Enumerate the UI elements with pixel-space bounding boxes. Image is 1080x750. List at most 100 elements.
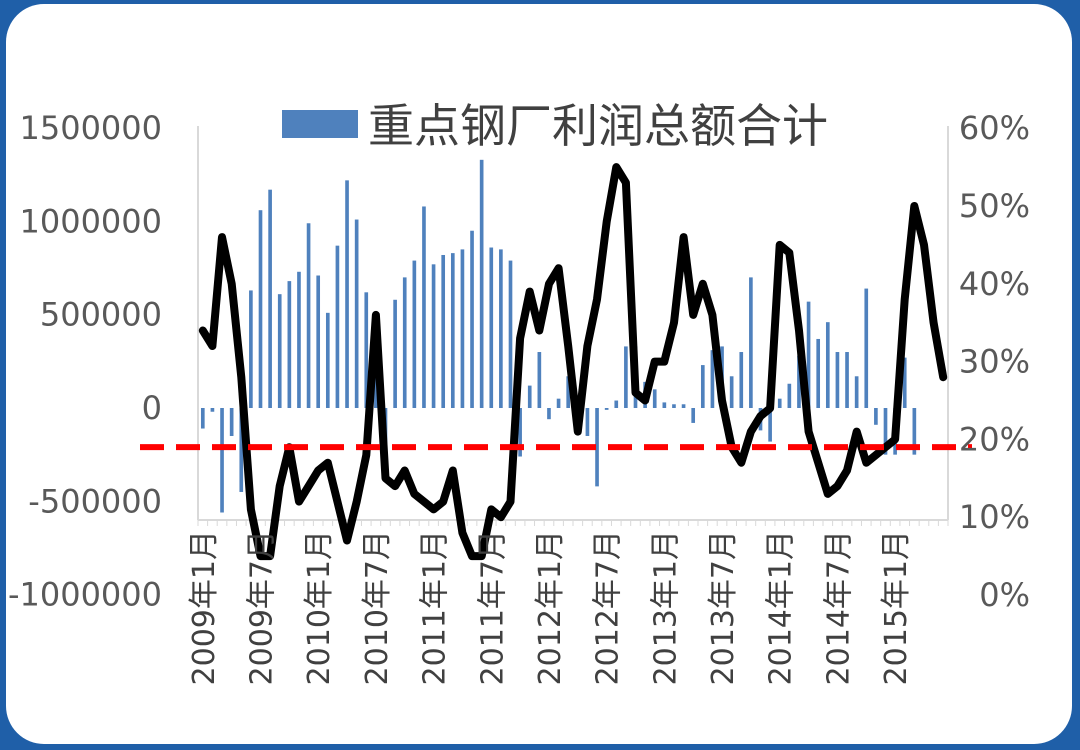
x-tick-label: 2012年7月: [591, 530, 626, 685]
x-tick-label: 2014年7月: [821, 530, 856, 685]
right-tick-label: 40%: [959, 265, 1030, 303]
profit-bar: [691, 408, 696, 423]
profit-bar: [624, 346, 628, 408]
profit-bars: [200, 159, 917, 513]
profit-bar: [518, 408, 522, 457]
profit-bar: [460, 249, 465, 408]
profit-bar: [489, 247, 494, 408]
combo-chart: 1500000 1000000 500000 0 -500000 -1000000 60%…: [8, 99, 1030, 685]
profit-bar: [450, 253, 455, 408]
profit-bar: [345, 180, 349, 408]
profit-bar: [662, 402, 667, 408]
profit-bar: [229, 408, 234, 436]
profit-bar: [470, 230, 474, 408]
profit-bar: [402, 277, 407, 408]
profit-bar: [200, 408, 205, 429]
x-tick-label: 2015年1月: [879, 530, 914, 685]
profit-bar: [422, 206, 426, 408]
profit-bar: [287, 281, 292, 408]
profit-bar: [902, 357, 907, 408]
profit-bar: [585, 408, 590, 436]
profit-bar: [297, 271, 301, 408]
chart-panel: 1500000 1000000 500000 0 -500000 -1000000 60%…: [6, 4, 1072, 744]
profit-bar: [441, 254, 446, 408]
profit-bar: [825, 322, 830, 408]
profit-bar: [431, 264, 436, 408]
profit-bar: [566, 376, 571, 408]
profit-bar: [835, 352, 840, 408]
profit-bar: [864, 288, 869, 408]
profit-bar: [537, 352, 542, 408]
x-tick-label: 2010年7月: [360, 530, 395, 685]
right-tick-label: 0%: [979, 576, 1030, 614]
ratio-line-group: [198, 163, 948, 561]
profit-bar: [854, 376, 859, 408]
profit-bar: [354, 219, 359, 408]
profit-bar: [220, 408, 224, 513]
left-tick-label: 1000000: [19, 202, 162, 240]
profit-bar: [527, 385, 532, 408]
profit-bar: [595, 408, 599, 487]
right-tick-label: 10%: [959, 498, 1030, 536]
profit-bar: [787, 383, 792, 408]
axes: [197, 126, 949, 526]
right-axis-ticks: 60% 50% 40% 30% 20% 10% 0%: [959, 109, 1030, 614]
x-tick-label: 2010年1月: [302, 530, 337, 685]
profit-bar: [393, 299, 397, 408]
profit-bar: [412, 260, 417, 408]
profit-bar: [210, 408, 215, 412]
profit-bar: [306, 223, 311, 408]
profit-bar: [614, 400, 619, 408]
profit-bar: [249, 290, 253, 408]
x-tick-label: 2009年1月: [187, 530, 222, 685]
left-tick-label: 500000: [40, 296, 162, 334]
profit-bar: [806, 301, 811, 408]
x-tick-label: 2011年7月: [475, 530, 510, 685]
legend-swatch: [282, 110, 358, 138]
legend-label: 重点钢厂利润总额合计: [368, 99, 828, 153]
x-axis-ticks: 2009年1月 2009年7月 2010年1月 2010年7月 2011年1月 2011年…: [187, 530, 914, 685]
left-tick-label: -1000000: [8, 576, 162, 614]
right-tick-label: 60%: [959, 109, 1030, 147]
profit-bar: [268, 189, 272, 408]
profit-bar: [874, 408, 878, 425]
profit-bar: [845, 352, 849, 408]
right-tick-label: 50%: [959, 187, 1030, 225]
x-tick-label: 2012年1月: [533, 530, 568, 685]
profit-bar: [739, 352, 744, 408]
right-tick-label: 20%: [959, 420, 1030, 458]
profit-bar: [277, 294, 282, 408]
profit-bar: [547, 408, 551, 420]
left-tick-label: -500000: [28, 482, 162, 520]
profit-bar: [777, 398, 782, 408]
profit-bar: [672, 404, 676, 408]
profit-bar: [556, 398, 561, 408]
left-tick-label: 1500000: [19, 109, 162, 147]
x-tick-label: 2013年1月: [648, 530, 683, 685]
profit-bar: [710, 350, 715, 408]
legend: 重点钢厂利润总额合计: [282, 99, 828, 153]
profit-bar: [258, 210, 263, 408]
right-tick-label: 30%: [959, 343, 1030, 381]
profit-bar: [681, 404, 686, 408]
profit-bar: [749, 277, 753, 408]
x-tick-label: 2013年7月: [706, 530, 741, 685]
profit-bar: [797, 355, 801, 408]
profit-bar: [700, 365, 705, 408]
left-tick-label: 0: [142, 389, 162, 427]
profit-bar: [883, 408, 888, 455]
left-axis-ticks: 1500000 1000000 500000 0 -500000 -1000000: [8, 109, 162, 613]
x-tick-label: 2009年7月: [245, 530, 280, 685]
profit-bar: [325, 312, 330, 408]
profit-bar: [729, 376, 734, 408]
profit-bar: [652, 389, 657, 408]
profit-bar: [499, 249, 503, 408]
profit-bar: [912, 408, 917, 455]
profit-bar: [479, 159, 484, 408]
profit-bar: [364, 292, 369, 408]
profit-bar: [604, 408, 609, 410]
profit-bar: [335, 245, 340, 408]
profit-bar: [816, 338, 821, 408]
x-tick-label: 2014年1月: [764, 530, 799, 685]
